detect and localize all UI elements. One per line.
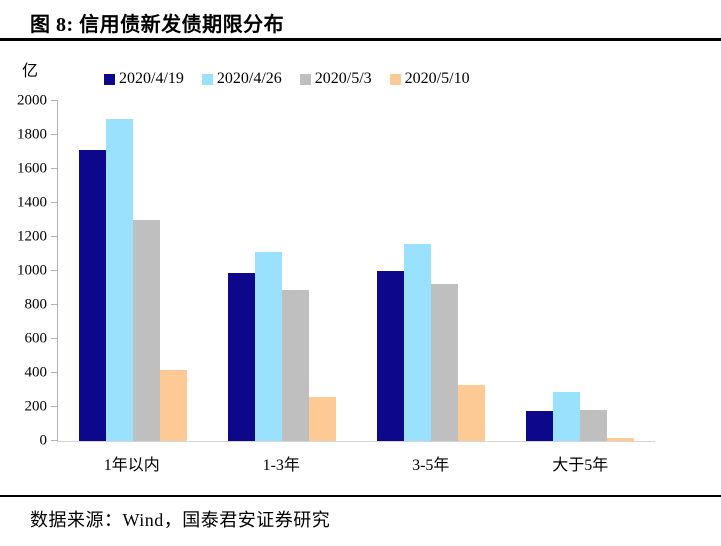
legend-label: 2020/4/19 (119, 70, 184, 87)
legend-label: 2020/5/10 (404, 70, 470, 87)
legend-swatch-icon (299, 73, 311, 85)
y-axis-tick (51, 371, 58, 373)
bar-group-1年以内 (58, 101, 207, 441)
y-axis-tick-label: 600 (24, 330, 48, 347)
legend-item-2020/5/10: 2020/5/10 (389, 70, 470, 88)
page-title: 图 8: 信用债新发债期限分布 (30, 14, 285, 36)
legend-swatch-icon (389, 73, 401, 85)
y-axis-tick-label: 1400 (17, 194, 47, 211)
x-axis-label-大于5年: 大于5年 (552, 457, 609, 474)
y-axis-tick (51, 269, 58, 271)
y-axis-tick-label: 800 (24, 296, 48, 313)
legend-swatch-icon (201, 73, 213, 85)
bar-2020/4/26-大于5年 (553, 391, 581, 441)
bar-2020/5/3-大于5年 (580, 409, 608, 441)
legend-item-2020/4/19: 2020/4/19 (104, 70, 184, 88)
legend-item-2020/5/3: 2020/5/3 (299, 70, 372, 88)
x-axis-label-1年以内: 1年以内 (103, 457, 160, 474)
y-axis-tick (51, 235, 58, 237)
bar-groups (58, 101, 655, 441)
y-axis-tick (51, 167, 58, 169)
y-axis-tick-label: 200 (24, 398, 48, 415)
y-axis-tick-label: 1600 (17, 160, 47, 177)
bar-2020/5/3-3-5年 (431, 283, 459, 441)
y-axis-unit-label: 亿 (22, 63, 39, 80)
bar-2020/5/3-1年以内 (132, 220, 160, 441)
chart-legend: 2020/4/19 2020/4/26 2020/5/3 2020/5/10 (104, 70, 470, 88)
y-axis-tick-label: 400 (24, 364, 48, 381)
y-axis-tick-label: 1000 (17, 262, 47, 279)
legend-item-2020/4/26: 2020/4/26 (201, 70, 282, 88)
bar-2020/4/19-3-5年 (377, 271, 405, 441)
bar-2020/5/3-1-3年 (281, 289, 309, 441)
bar-2020/5/10-1年以内 (159, 369, 187, 441)
bar-group-大于5年 (506, 101, 655, 441)
y-axis-tick (51, 337, 58, 339)
bar-2020/5/10-1-3年 (308, 396, 336, 441)
bar-group-3-5年 (357, 101, 506, 441)
legend-label: 2020/4/26 (216, 70, 282, 87)
data-source-note: 数据来源：Wind，国泰君安证券研究 (30, 510, 331, 530)
y-axis-tick-label: 1800 (17, 126, 47, 143)
y-axis-tick (51, 303, 58, 305)
bar-2020/4/19-1-3年 (227, 272, 255, 441)
bar-2020/5/10-大于5年 (607, 437, 635, 441)
bar-group-1-3年 (207, 101, 356, 441)
bar-2020/4/19-大于5年 (526, 411, 554, 441)
bar-chart-plot-area: 0 200 400 600 800 1000 1200 1400 1600 1800 2000 (17, 93, 655, 448)
y-axis-tick (51, 405, 58, 407)
legend-label: 2020/5/3 (314, 70, 372, 87)
x-axis-label-1-3年: 1-3年 (262, 457, 300, 474)
bar-2020/5/10-3-5年 (458, 384, 486, 441)
bar-2020/4/26-3-5年 (404, 243, 432, 441)
y-axis-tick-label: 2000 (17, 92, 47, 109)
x-axis-category-labels: 1年以内 1-3年 3-5年 大于5年 (57, 451, 655, 475)
footer-divider (0, 495, 721, 497)
x-axis-label-3-5年: 3-5年 (412, 457, 450, 474)
y-axis-tick-label: 1200 (17, 228, 47, 245)
y-axis-tick (51, 201, 58, 203)
title-divider (0, 38, 721, 41)
legend-swatch-icon (104, 73, 115, 85)
y-axis-tick (51, 439, 58, 441)
bar-2020/4/19-1年以内 (78, 150, 106, 441)
y-axis-tick-label: 0 (39, 432, 48, 449)
bar-2020/4/26-1-3年 (254, 252, 282, 441)
y-axis-tick (51, 99, 58, 101)
bar-2020/4/26-1年以内 (105, 118, 133, 441)
y-axis-tick (51, 133, 58, 135)
